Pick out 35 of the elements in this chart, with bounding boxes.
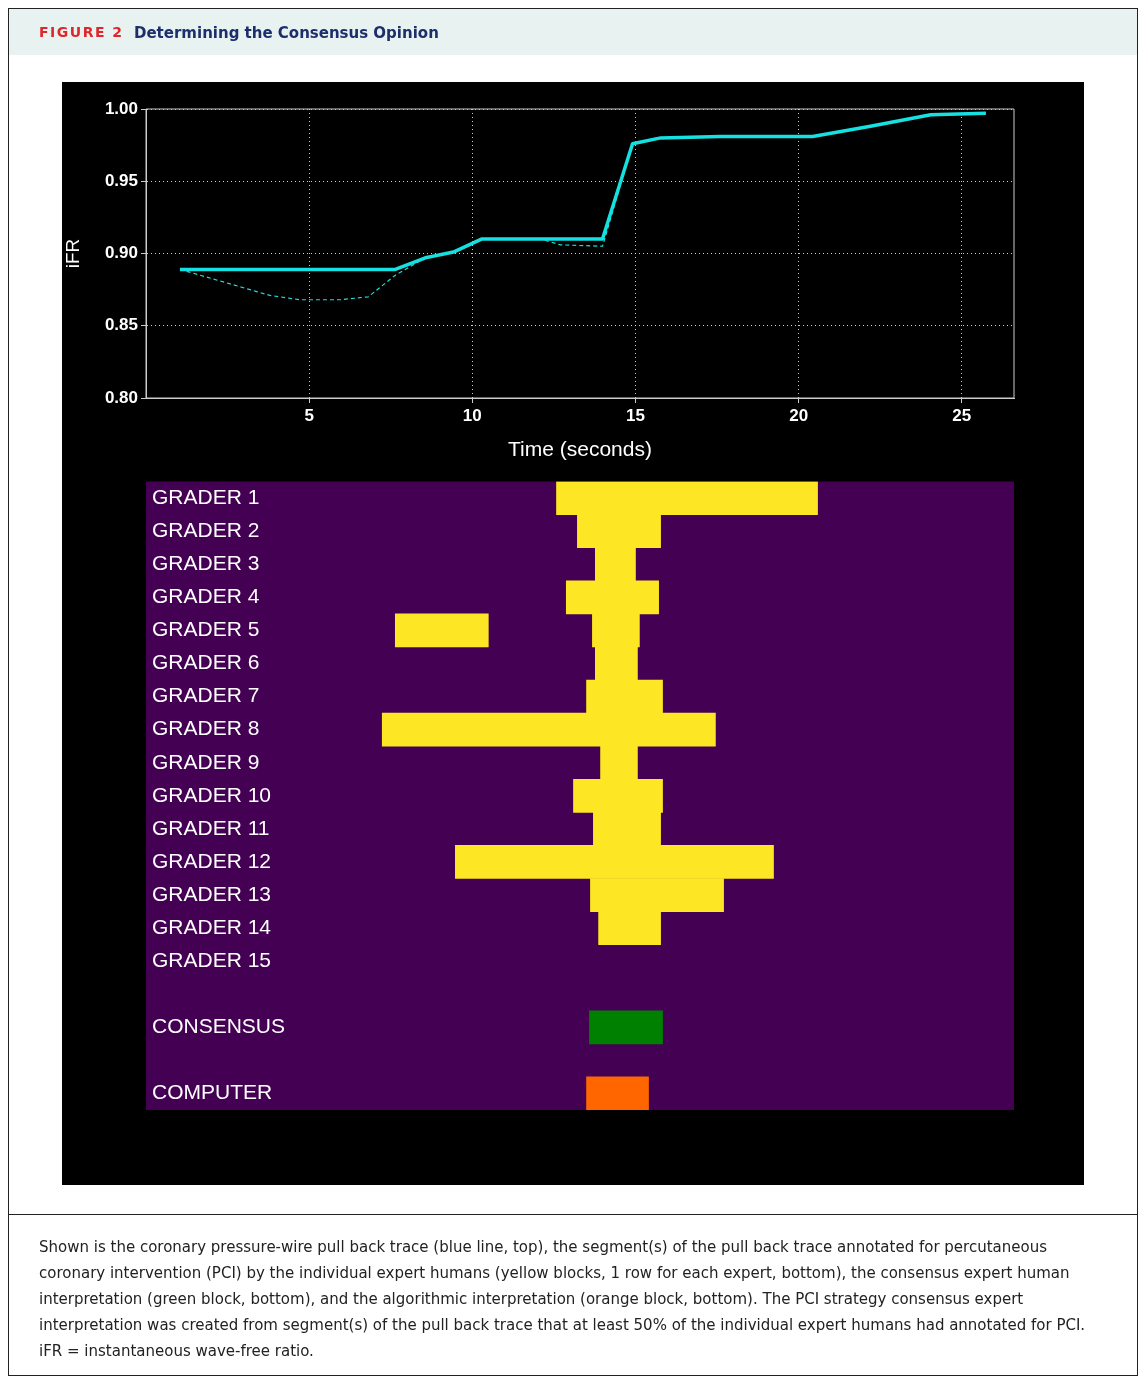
x-tick-label: 20 (789, 405, 809, 425)
y-tick-label: GRADER 14 (152, 914, 272, 938)
y-tick-label: GRADER 2 (152, 518, 260, 542)
y-axis-title: iFR (61, 238, 83, 269)
y-tick-label: GRADER 10 (152, 782, 272, 806)
x-tick-label: 15 (626, 405, 645, 425)
y-tick-label: CONSENSUS (152, 1014, 286, 1038)
bar (589, 1010, 663, 1045)
y-tick-label: 0.85 (104, 315, 138, 335)
y-tick-label: GRADER 12 (152, 848, 272, 872)
y-tick-label: 1.00 (104, 98, 138, 118)
y-tick-label: GRADER 15 (152, 947, 272, 971)
text: Shown is the coronary pressure-wire pull back trace (blue line, top), the segment(s) of the pull back trace annotated for percutaneous coronary intervention (PCI) by the individual expert humans (yellow blocks, 1 row for each expert, bottom), the consensus expert human interpretation (green block, bottom), and the algorithmic interpretation (orange block, bottom). The PCI strategy consensus expert interpretation was created from segment(s) of the pull back trace that at least 50% of the individual expert humans had annotated for PCI. iFR = instantaneous wave-free ratio. (39, 1237, 1087, 1362)
y-tick-label: GRADER 6 (152, 650, 260, 674)
y-tick-label: GRADER 3 (152, 551, 260, 575)
y-tick-label: 0.80 (104, 387, 138, 407)
y-tick-label: GRADER 13 (152, 881, 272, 905)
bar (586, 1076, 649, 1110)
bar (394, 613, 489, 648)
chart-subtitle: FIGURE 2 (39, 24, 124, 40)
y-tick-label: 0.90 (104, 243, 138, 263)
y-tick-label: COMPUTER (152, 1080, 273, 1104)
y-tick-label: GRADER 8 (152, 716, 260, 740)
y-tick-label: GRADER 4 (152, 584, 260, 608)
x-tick-label: 5 (304, 405, 314, 425)
x-tick-label: 10 (462, 405, 482, 425)
y-tick-label: GRADER 5 (152, 617, 260, 641)
y-tick-label: GRADER 9 (152, 749, 260, 773)
x-axis-title: Time (seconds) (508, 437, 652, 461)
y-tick-label: GRADER 1 (152, 484, 260, 508)
chart-title: Determining the Consensus Opinion (134, 24, 439, 42)
y-tick-label: GRADER 7 (152, 683, 260, 707)
x-tick-label: 25 (952, 405, 972, 425)
y-tick-label: 0.95 (104, 170, 138, 190)
y-tick-label: GRADER 11 (152, 815, 270, 839)
